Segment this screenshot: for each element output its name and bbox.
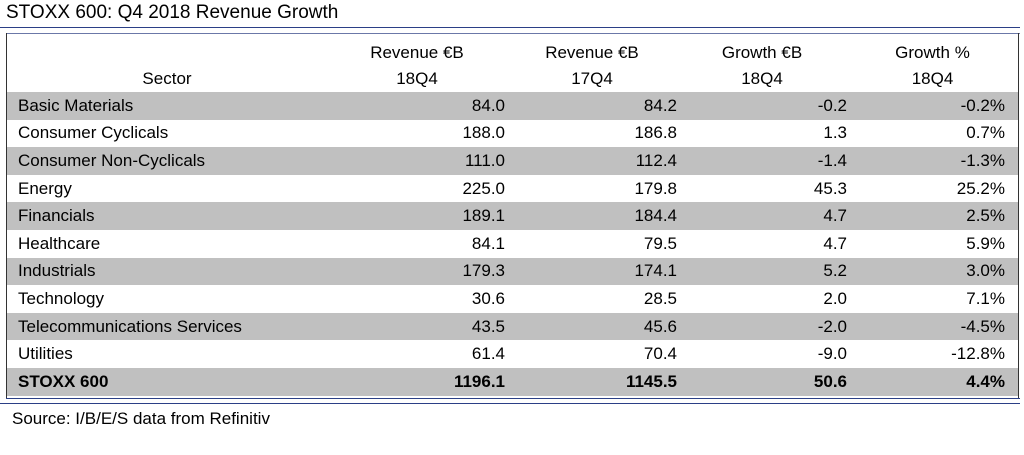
cell-growth-eur: -9.0 <box>817 344 847 364</box>
table-title: STOXX 600: Q4 2018 Revenue Growth <box>6 2 339 23</box>
cell-growth-eur: 4.7 <box>823 233 847 253</box>
cell-sector: Consumer Non-Cyclicals <box>7 147 327 175</box>
cell-revenue-18q4: 188.0 <box>462 123 505 143</box>
cell-growth-pct: 4.4% <box>847 367 1018 396</box>
cell-revenue-17q4: 45.6 <box>507 312 677 341</box>
cell-sector: Basic Materials <box>7 92 327 120</box>
cell-growth-eur: 50.6 <box>677 367 847 396</box>
header-revenue-18q4-line1: Revenue €B <box>370 43 464 62</box>
cell-revenue-18q4: 1196.1 <box>327 367 507 396</box>
cell-sector: Financials <box>7 202 327 230</box>
source-note: Source: I/B/E/S data from Refinitiv <box>12 409 270 428</box>
table-header: Revenue €B Revenue €B Growth €B Growth %… <box>7 40 1018 92</box>
cell-growth-eur: -2.0 <box>677 312 847 341</box>
header-sector-line2: Sector <box>142 69 192 88</box>
cell-growth-eur: 45.3 <box>813 178 847 198</box>
cell-revenue-18q4: 43.5 <box>327 312 507 341</box>
table-row: Industrials 179.3 174.1 5.2 3.0% <box>7 257 1018 286</box>
cell-growth-eur: 5.2 <box>677 257 847 286</box>
table-top-rule <box>6 33 1020 34</box>
header-revenue-18q4-line2: 18Q4 <box>396 69 438 88</box>
cell-growth-eur: -0.2 <box>677 92 847 120</box>
header-growth-pct-line2: 18Q4 <box>911 69 954 88</box>
table-row: Basic Materials 84.0 84.2 -0.2 -0.2% <box>7 92 1018 120</box>
cell-revenue-18q4: 84.0 <box>327 92 507 120</box>
table-row: Telecommunications Services 43.5 45.6 -2.0-… <box>7 312 1018 341</box>
cell-sector: STOXX 600 <box>7 367 327 396</box>
source-rule <box>0 403 1020 404</box>
cell-revenue-17q4: 79.5 <box>643 233 677 253</box>
cell-growth-pct: -12.8% <box>951 344 1005 364</box>
cell-revenue-18q4: 30.6 <box>471 288 505 308</box>
cell-growth-pct: 3.0% <box>847 257 1018 286</box>
cell-growth-pct: 2.5% <box>847 202 1018 230</box>
cell-revenue-18q4: 84.1 <box>471 233 505 253</box>
cell-revenue-18q4: 225.0 <box>462 178 505 198</box>
header-growth-eur-line1: Growth €B <box>721 43 803 62</box>
cell-sector: Telecommunications Services <box>7 312 327 341</box>
header-revenue-17q4-line1: Revenue €B <box>545 43 639 62</box>
total-row: STOXX 600 1196.1 1145.5 50.6 4.4% <box>7 367 1018 396</box>
cell-revenue-17q4: 184.4 <box>507 202 677 230</box>
cell-growth-eur: -1.4 <box>677 147 847 175</box>
cell-growth-pct: 7.1% <box>966 288 1005 308</box>
cell-sector: Technology <box>18 288 105 308</box>
header-revenue-17q4-line2: 17Q4 <box>571 69 613 88</box>
cell-growth-pct: 0.7% <box>966 123 1005 143</box>
cell-revenue-18q4: 189.1 <box>327 202 507 230</box>
cell-revenue-17q4: 1145.5 <box>507 367 677 396</box>
cell-growth-pct: -1.3% <box>847 147 1018 175</box>
cell-revenue-17q4: 174.1 <box>507 257 677 286</box>
cell-revenue-17q4: 186.8 <box>634 123 677 143</box>
table-frame <box>6 33 1019 398</box>
table-row: Consumer Non-Cyclicals 111.0 112.4 -1.4 -1.3… <box>7 147 1018 175</box>
cell-growth-pct: 25.2% <box>956 178 1005 198</box>
table-row: Healthcare 84.1 79.5 4.7 5.9% <box>7 230 1018 258</box>
cell-revenue-17q4: 70.4 <box>643 344 677 364</box>
cell-sector: Industrials <box>7 257 327 286</box>
table-row: Technology 30.6 28.5 2.0 7.1% <box>7 285 1018 313</box>
title-rule <box>0 27 1020 28</box>
cell-sector: Healthcare <box>18 233 101 253</box>
cell-growth-eur: 4.7 <box>677 202 847 230</box>
cell-revenue-17q4: 84.2 <box>507 92 677 120</box>
cell-revenue-18q4: 61.4 <box>471 344 505 364</box>
table-body: Basic Materials 84.0 84.2 -0.2 -0.2% Consumer… <box>7 92 1018 396</box>
table-row: Energy 225.0 179.8 45.3 25.2% <box>7 175 1018 203</box>
cell-growth-pct: 5.9% <box>966 233 1005 253</box>
table-bottom-rule <box>6 398 1020 399</box>
cell-revenue-17q4: 28.5 <box>643 288 677 308</box>
cell-sector: Consumer Cyclicals <box>18 123 169 143</box>
cell-sector: Utilities <box>18 344 73 364</box>
header-growth-eur-line2: 18Q4 <box>741 69 783 88</box>
table-row: Consumer Cyclicals 188.0 186.8 1.3 0.7% <box>7 120 1018 148</box>
cell-revenue-18q4: 111.0 <box>327 147 507 175</box>
cell-revenue-17q4: 112.4 <box>507 147 677 175</box>
table-row: Financials 189.1 184.4 4.7 2.5% <box>7 202 1018 230</box>
cell-sector: Energy <box>18 178 72 198</box>
cell-revenue-18q4: 179.3 <box>327 257 507 286</box>
cell-growth-eur: 2.0 <box>823 288 847 308</box>
header-sector-line1 <box>7 40 327 66</box>
header-growth-pct-line1: Growth % <box>895 43 970 62</box>
table-row: Utilities 61.4 70.4 -9.0 -12.8% <box>7 340 1018 368</box>
cell-revenue-17q4: 179.8 <box>634 178 677 198</box>
cell-growth-eur: 1.3 <box>823 123 847 143</box>
cell-growth-pct: -0.2% <box>847 92 1018 120</box>
revenue-growth-table: Revenue €B Revenue €B Growth €B Growth %… <box>7 40 1018 396</box>
cell-growth-pct: -4.5% <box>847 312 1018 341</box>
